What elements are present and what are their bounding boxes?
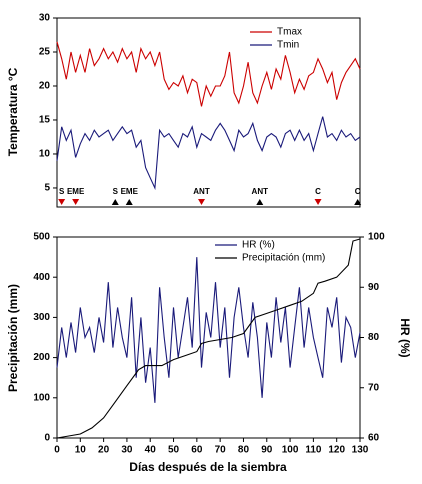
series-line: [56, 116, 361, 191]
legend-label: Tmax: [277, 27, 302, 38]
x-tick-label: 20: [98, 445, 110, 456]
series-line: [56, 41, 361, 107]
x-tick-label: 0: [54, 445, 60, 456]
event-marker: [72, 199, 80, 205]
x-tick-label: 50: [168, 445, 180, 456]
event-label: C: [315, 187, 321, 196]
x-tick-label: 120: [328, 445, 345, 456]
x-tick-label: 80: [238, 445, 250, 456]
x-axis-label: Días después de la siembra: [129, 460, 287, 474]
event-marker: [125, 199, 133, 205]
legend-label: Precipitación (mm): [242, 253, 325, 264]
y2-tick-label: 100: [368, 232, 385, 243]
plot-frame: [56, 17, 361, 208]
x-tick-label: 10: [75, 445, 87, 456]
event-marker: [354, 199, 362, 205]
event-marker: [198, 199, 206, 205]
series-line: [56, 257, 361, 403]
y2-tick-label: 70: [368, 382, 380, 393]
legend-label: HR (%): [242, 240, 275, 251]
x-tick-label: 130: [352, 445, 369, 456]
series-line: [56, 238, 361, 439]
x-tick-label: 30: [121, 445, 133, 456]
event-label: EME: [67, 187, 85, 196]
y-tick-label: 0: [44, 433, 50, 444]
x-tick-label: 90: [261, 445, 273, 456]
event-marker: [256, 199, 264, 205]
y2-axis-label: HR (%): [398, 318, 412, 357]
y-tick-label: 15: [39, 115, 51, 126]
y2-tick-label: 90: [368, 282, 380, 293]
x-tick-label: 60: [191, 445, 203, 456]
y-tick-label: 100: [33, 392, 50, 403]
event-label: S: [113, 187, 119, 196]
y-tick-label: 500: [33, 232, 50, 243]
event-label: ANT: [193, 187, 210, 196]
x-tick-label: 40: [145, 445, 157, 456]
event-marker: [314, 199, 322, 205]
y2-tick-label: 60: [368, 433, 380, 444]
x-tick-label: 110: [305, 445, 322, 456]
y-axis-label: Precipitación (mm): [6, 284, 20, 392]
event-label: C: [355, 187, 361, 196]
event-label: ANT: [252, 187, 269, 196]
y-tick-label: 5: [44, 183, 50, 194]
legend-label: Tmin: [277, 40, 299, 51]
event-label: S: [59, 187, 65, 196]
y-tick-label: 25: [39, 47, 51, 58]
y-tick-label: 10: [39, 149, 51, 160]
y-tick-label: 400: [33, 272, 50, 283]
y2-tick-label: 80: [368, 332, 380, 343]
y-tick-label: 20: [39, 81, 51, 92]
y-tick-label: 200: [33, 352, 50, 363]
event-marker: [58, 199, 66, 205]
y-axis-label: Temperatura °C: [6, 67, 20, 156]
y-tick-label: 300: [33, 312, 50, 323]
x-tick-label: 70: [215, 445, 227, 456]
event-marker: [111, 199, 119, 205]
event-label: EME: [121, 187, 139, 196]
x-tick-label: 100: [282, 445, 299, 456]
y-tick-label: 30: [39, 13, 51, 24]
